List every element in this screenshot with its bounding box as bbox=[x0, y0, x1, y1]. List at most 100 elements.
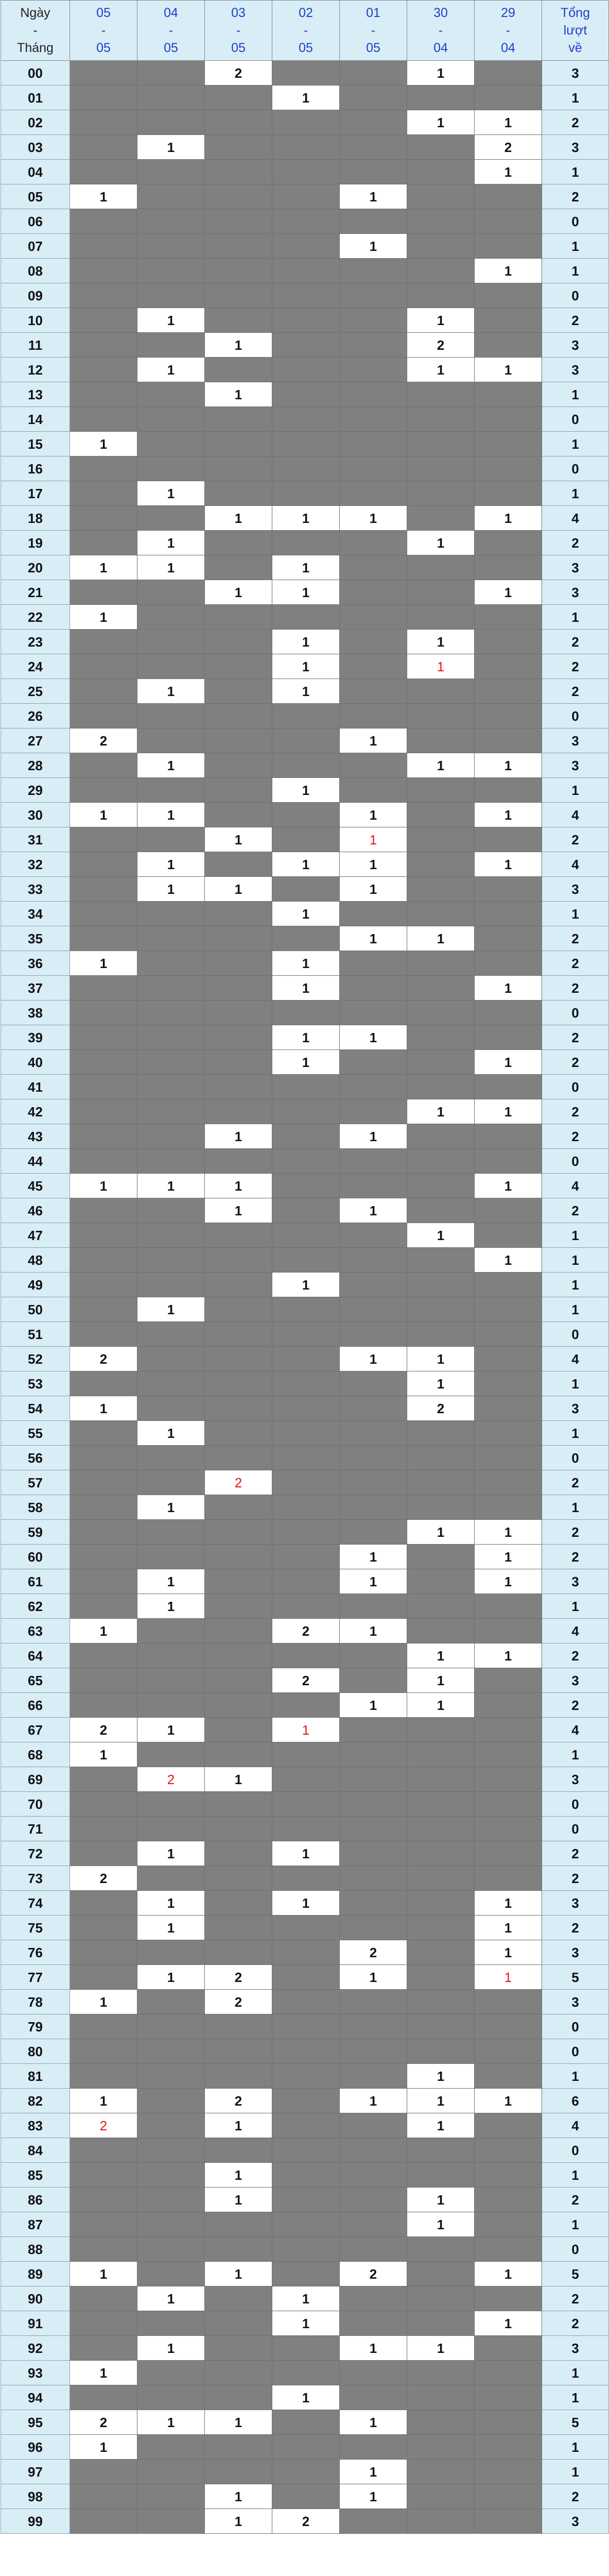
row-total: 3 bbox=[542, 1890, 609, 1916]
table-row: 26 0 bbox=[1, 703, 609, 728]
hit-cell: 1 bbox=[272, 1890, 340, 1916]
table-row: 65 2 1 3 bbox=[1, 1668, 609, 1693]
empty-cell bbox=[204, 1223, 272, 1248]
empty-cell bbox=[204, 1668, 272, 1693]
empty-cell bbox=[272, 802, 340, 827]
empty-cell bbox=[339, 679, 407, 704]
table-row: 83 2 1 1 4 bbox=[1, 2113, 609, 2138]
table-row: 54 1 2 3 bbox=[1, 1396, 609, 1421]
row-number: 28 bbox=[1, 753, 70, 778]
empty-cell bbox=[339, 1148, 407, 1174]
empty-cell bbox=[407, 1717, 475, 1742]
row-number: 17 bbox=[1, 481, 70, 506]
empty-cell bbox=[69, 481, 137, 506]
empty-cell bbox=[339, 555, 407, 580]
empty-cell bbox=[137, 2385, 205, 2410]
table-row: 75 1 1 2 bbox=[1, 1915, 609, 1940]
empty-cell bbox=[339, 753, 407, 778]
row-total: 3 bbox=[542, 580, 609, 605]
empty-cell bbox=[339, 2162, 407, 2188]
header-line: - bbox=[438, 23, 443, 38]
empty-cell bbox=[407, 505, 475, 531]
empty-cell bbox=[272, 481, 340, 506]
hit-cell: 1 bbox=[407, 629, 475, 654]
empty-cell bbox=[137, 1396, 205, 1421]
empty-cell bbox=[407, 728, 475, 753]
empty-cell bbox=[69, 1321, 137, 1347]
empty-cell bbox=[204, 1420, 272, 1446]
row-number: 56 bbox=[1, 1445, 70, 1470]
empty-cell bbox=[137, 2360, 205, 2385]
empty-cell bbox=[272, 233, 340, 259]
header-line: 02 bbox=[299, 6, 313, 20]
row-number: 21 bbox=[1, 580, 70, 605]
table-row: 09 0 bbox=[1, 283, 609, 308]
empty-cell bbox=[272, 1346, 340, 1371]
empty-cell bbox=[407, 2286, 475, 2311]
empty-cell bbox=[272, 1124, 340, 1149]
empty-cell bbox=[272, 604, 340, 630]
table-row: 95 2 1 1 1 5 bbox=[1, 2410, 609, 2435]
empty-cell bbox=[137, 2261, 205, 2286]
empty-cell bbox=[474, 530, 542, 555]
empty-cell bbox=[474, 1816, 542, 1841]
header-line: 05 bbox=[299, 41, 313, 55]
row-total: 2 bbox=[542, 629, 609, 654]
empty-cell bbox=[339, 283, 407, 308]
empty-cell bbox=[474, 1000, 542, 1025]
empty-cell bbox=[204, 2212, 272, 2237]
empty-cell bbox=[69, 2063, 137, 2089]
row-number: 54 bbox=[1, 1396, 70, 1421]
table-row: 53 1 1 bbox=[1, 1371, 609, 1396]
empty-cell bbox=[407, 2360, 475, 2385]
empty-cell bbox=[339, 2138, 407, 2163]
empty-cell bbox=[137, 1618, 205, 1643]
empty-cell bbox=[339, 1000, 407, 1025]
row-total: 0 bbox=[542, 456, 609, 481]
empty-cell bbox=[272, 1742, 340, 1767]
hit-cell: 1 bbox=[69, 555, 137, 580]
row-total: 3 bbox=[542, 1767, 609, 1792]
table-row: 91 1 1 2 bbox=[1, 2311, 609, 2336]
empty-cell bbox=[339, 431, 407, 456]
row-total: 3 bbox=[542, 357, 609, 382]
row-total: 1 bbox=[542, 1495, 609, 1520]
empty-cell bbox=[339, 382, 407, 407]
row-total: 1 bbox=[542, 1371, 609, 1396]
empty-cell bbox=[407, 283, 475, 308]
empty-cell bbox=[474, 654, 542, 679]
empty-cell bbox=[137, 1321, 205, 1347]
empty-cell bbox=[272, 1321, 340, 1347]
empty-cell bbox=[272, 357, 340, 382]
hit-cell: 1 bbox=[204, 876, 272, 902]
empty-cell bbox=[339, 1420, 407, 1446]
table-row: 46 1 1 2 bbox=[1, 1198, 609, 1223]
empty-cell bbox=[474, 456, 542, 481]
empty-cell bbox=[137, 505, 205, 531]
row-number: 85 bbox=[1, 2162, 70, 2188]
row-number: 60 bbox=[1, 1544, 70, 1569]
table-row: 72 1 1 2 bbox=[1, 1841, 609, 1866]
hit-cell: 1 bbox=[407, 2088, 475, 2113]
hit-cell: 1 bbox=[474, 1049, 542, 1075]
row-total: 0 bbox=[542, 2236, 609, 2262]
empty-cell bbox=[339, 1099, 407, 1124]
empty-cell bbox=[272, 753, 340, 778]
hit-cell: 1 bbox=[474, 1569, 542, 1594]
row-total: 1 bbox=[542, 258, 609, 283]
hit-cell: 1 bbox=[272, 1049, 340, 1075]
row-total: 1 bbox=[542, 1223, 609, 1248]
header-line: 05 bbox=[164, 41, 178, 55]
empty-cell bbox=[272, 1594, 340, 1619]
hit-cell: 1 bbox=[339, 1544, 407, 1569]
empty-cell bbox=[69, 1247, 137, 1273]
header-line: Ngày bbox=[20, 6, 50, 20]
empty-cell bbox=[272, 530, 340, 555]
empty-cell bbox=[339, 1742, 407, 1767]
empty-cell bbox=[272, 1445, 340, 1470]
row-total: 0 bbox=[542, 1321, 609, 1347]
row-total: 3 bbox=[542, 60, 609, 86]
row-number: 69 bbox=[1, 1767, 70, 1792]
empty-cell bbox=[339, 951, 407, 976]
row-total: 2 bbox=[542, 1198, 609, 1223]
